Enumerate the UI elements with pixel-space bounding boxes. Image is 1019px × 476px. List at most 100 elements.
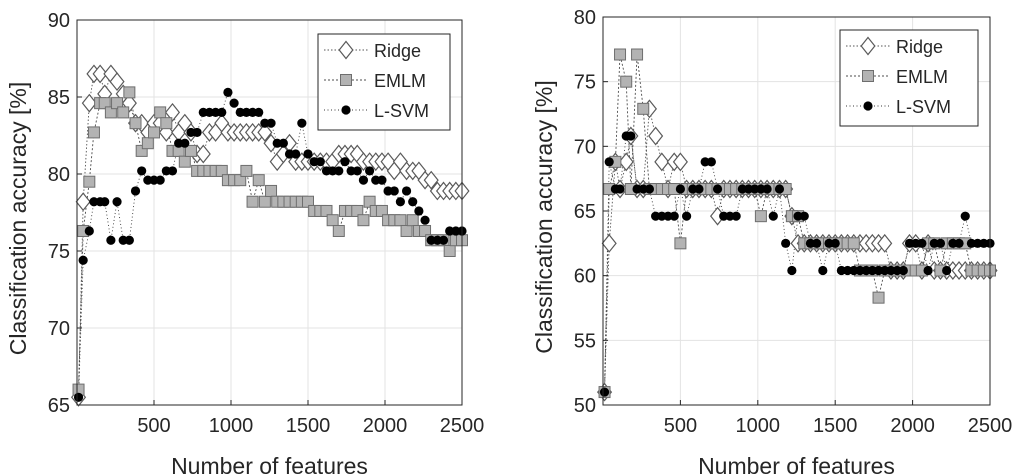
data-point-square <box>351 204 364 217</box>
legend-label: L-SVM <box>896 97 951 117</box>
data-point-circle <box>278 138 288 148</box>
y-tick-label: 80 <box>48 164 70 186</box>
data-point-circle <box>774 184 785 194</box>
data-point-diamond <box>81 93 97 113</box>
legend-label: Ridge <box>374 41 421 61</box>
legend-label: L-SVM <box>374 101 429 121</box>
data-point-circle <box>818 265 828 276</box>
data-point-circle <box>898 265 908 276</box>
data-point-square <box>83 175 96 188</box>
data-point-diamond <box>672 152 688 172</box>
data-point-square <box>400 224 413 237</box>
data-point-square <box>332 224 345 237</box>
data-point-square <box>872 291 885 304</box>
y-tick-label: 80 <box>574 7 596 29</box>
data-point-diamond <box>257 122 273 142</box>
x-tick-label: 2500 <box>968 415 1013 437</box>
data-point-square <box>363 195 376 208</box>
x-axis-title: Number of features <box>698 453 895 476</box>
data-point-square <box>246 195 259 208</box>
y-tick-label: 60 <box>574 266 596 288</box>
data-point-square <box>265 184 278 197</box>
data-point-circle <box>192 127 202 138</box>
data-point-square <box>117 106 130 119</box>
data-point-square <box>184 144 197 157</box>
y-tick-label: 70 <box>574 136 596 158</box>
y-axis-title: Classification accuracy [%] <box>531 80 557 354</box>
data-point-circle <box>155 175 165 185</box>
data-point-circle <box>137 166 147 176</box>
legend: Ridge EMLM L-SVM <box>317 33 451 131</box>
data-point-diamond <box>601 233 617 253</box>
data-point-circle <box>84 226 94 236</box>
data-point-circle <box>781 238 791 248</box>
data-point-circle <box>942 265 952 276</box>
legend-marker-diamond <box>338 40 354 60</box>
data-point-circle <box>830 238 840 248</box>
data-point-circle <box>180 138 190 148</box>
legend-marker-circle <box>341 105 351 115</box>
data-point-square <box>252 174 265 187</box>
data-point-circle <box>130 186 141 196</box>
data-point-square <box>123 86 136 99</box>
data-point-square <box>637 102 650 115</box>
data-point-circle <box>78 255 88 265</box>
data-point-circle <box>706 157 716 167</box>
data-point-diamond <box>877 233 893 253</box>
data-point-square <box>357 214 370 227</box>
data-point-circle <box>254 107 264 117</box>
x-tick-label: 500 <box>664 415 697 437</box>
data-point-circle <box>303 149 313 159</box>
data-point-square <box>111 97 124 110</box>
y-tick-label: 90 <box>48 10 70 32</box>
data-point-circle <box>799 211 809 221</box>
data-point-circle <box>100 197 110 207</box>
data-point-diamond <box>195 144 211 164</box>
data-point-square <box>98 97 111 110</box>
legend-label: EMLM <box>374 71 426 91</box>
data-point-circle <box>358 175 369 185</box>
data-point-square <box>631 48 644 61</box>
data-point-circle <box>395 197 405 207</box>
data-point-circle <box>340 157 350 167</box>
data-point-square <box>674 237 687 250</box>
data-point-circle <box>266 118 276 128</box>
x-tick-label: 1000 <box>736 415 781 437</box>
y-tick-label: 65 <box>574 201 596 223</box>
data-point-square <box>154 106 167 119</box>
data-point-square <box>215 164 228 177</box>
data-point-square <box>394 214 407 227</box>
x-tick-label: 1000 <box>209 415 254 437</box>
data-point-diamond <box>423 170 439 190</box>
data-point-circle <box>352 166 362 176</box>
data-point-circle <box>315 157 325 167</box>
data-point-circle <box>112 197 122 207</box>
data-point-square <box>614 48 627 61</box>
x-tick-label: 1500 <box>286 415 331 437</box>
data-point-circle <box>731 211 741 221</box>
data-point-square <box>302 195 314 208</box>
data-point-circle <box>675 184 686 194</box>
y-tick-label: 75 <box>574 72 596 94</box>
data-point-square <box>135 144 148 157</box>
y-tick-label: 75 <box>48 241 70 263</box>
data-point-circle <box>712 184 723 194</box>
data-point-circle <box>365 166 375 176</box>
data-point-circle <box>599 387 610 397</box>
data-point-circle <box>377 175 387 185</box>
data-point-circle <box>389 186 399 196</box>
data-point-circle <box>420 215 430 225</box>
data-point-circle <box>768 211 778 221</box>
data-point-square <box>258 195 271 208</box>
data-point-circle <box>626 131 636 141</box>
data-point-circle <box>694 184 704 194</box>
data-point-diamond <box>654 152 670 172</box>
data-point-square <box>375 204 388 217</box>
data-point-circle <box>812 238 822 248</box>
data-point-circle <box>681 211 692 221</box>
data-point-circle <box>408 197 418 207</box>
data-point-circle <box>401 186 412 196</box>
data-point-circle <box>935 238 946 248</box>
data-point-square <box>148 126 160 139</box>
legend: Ridge EMLM L-SVM <box>839 29 979 127</box>
